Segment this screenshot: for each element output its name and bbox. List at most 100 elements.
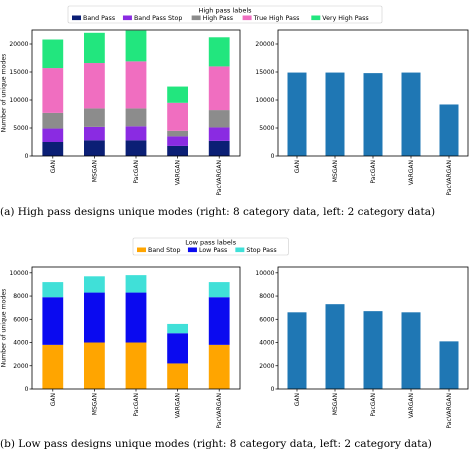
bar-pacgan-low-pass: [125, 292, 147, 343]
y-tick-label: 0: [25, 153, 29, 160]
bar-vargan-band-stop: [167, 363, 188, 389]
y-tick-label: 10000: [255, 97, 274, 104]
bar-gan: [287, 312, 307, 389]
bar-vargan-high-pass: [167, 130, 188, 137]
bar-gan-band-pass-stop: [42, 128, 64, 142]
bar-gan-very-high-pass: [42, 39, 64, 69]
legend-title: Low pass labels: [185, 239, 237, 247]
bar-msgan-band-pass: [84, 140, 105, 156]
bar-vargan-very-high-pass: [167, 86, 188, 103]
y-tick-label: 4000: [13, 340, 28, 347]
x-tick-label: MSGAN: [332, 393, 339, 415]
legend-label: True High Pass: [253, 15, 300, 22]
y-tick-label: 10000: [9, 97, 28, 104]
bar-pacvargan-very-high-pass: [208, 37, 230, 67]
bar-gan-high-pass: [42, 112, 64, 129]
bar-msgan-high-pass: [84, 108, 105, 127]
legend-label: Low Pass: [199, 247, 227, 254]
y-tick-label: 10000: [9, 270, 28, 277]
bar-pacvargan: [439, 104, 459, 156]
legend: High pass labels Band Pass Band Pass Stop H…: [67, 5, 383, 24]
bar-gan-stop-pass: [42, 282, 64, 298]
bar-pacgan-band-pass-stop: [125, 126, 147, 141]
x-tick-label: GAN: [294, 160, 301, 173]
bar-pacvargan-band-pass-stop: [208, 127, 230, 141]
bar-pacgan-band-pass: [125, 140, 147, 156]
bar-pacvargan-stop-pass: [208, 282, 230, 298]
legend-label: Band Pass Stop: [134, 15, 182, 22]
plot-frame: [277, 29, 469, 157]
legend-swatch: [122, 15, 132, 21]
y-tick-label: 8000: [259, 293, 274, 300]
bar-msgan-stop-pass: [84, 276, 105, 293]
y-tick-label: 0: [271, 386, 275, 393]
caption-b: (b) Low pass designs unique modes (right…: [0, 438, 432, 450]
bar-msgan: [325, 72, 345, 156]
y-tick-label: 2000: [13, 363, 28, 370]
x-tick-label: PacVARGAN: [446, 160, 453, 196]
x-tick-label: PacVARGAN: [216, 393, 223, 429]
y-tick-label: 6000: [259, 316, 274, 323]
bar-msgan-true-high-pass: [84, 63, 105, 109]
plot-frame: [277, 266, 469, 390]
bar-pacvargan-true-high-pass: [208, 66, 230, 111]
x-tick-label: MSGAN: [332, 160, 339, 182]
legend-label: Stop Pass: [246, 247, 276, 254]
caption-a: (a) High pass designs unique modes (righ…: [0, 206, 435, 218]
x-tick-label: MSGAN: [91, 393, 98, 415]
bar-pacvargan-high-pass: [208, 110, 230, 128]
y-tick-label: 8000: [13, 293, 28, 300]
chart-b-right: GAN MSGAN PacGAN VARGAN PacVARGAN 0 2000 4000 60…: [255, 266, 469, 429]
bar-vargan: [401, 312, 421, 389]
x-tick-label: PacGAN: [133, 160, 140, 184]
x-tick-label: VARGAN: [175, 393, 182, 418]
y-tick-label: 20000: [9, 41, 28, 48]
legend-swatch: [72, 15, 81, 21]
chart-b-left: GAN MSGAN PacGAN VARGAN PacVARGAN 0 2000 4000 60…: [1, 237, 289, 429]
bar-msgan-band-pass-stop: [84, 126, 105, 141]
y-tick-label: 0: [25, 386, 29, 393]
x-tick-label: GAN: [50, 393, 57, 406]
y-tick-label: 15000: [9, 69, 28, 76]
x-tick-label: MSGAN: [91, 160, 98, 182]
bar-pacgan-band-stop: [125, 342, 147, 389]
legend-label: Very High Pass: [322, 15, 368, 22]
bar-gan: [287, 72, 307, 156]
bar-pacgan-stop-pass: [125, 275, 147, 293]
bar-pacvargan-band-stop: [208, 344, 230, 389]
legend-swatch: [235, 247, 245, 253]
bar-pacgan-high-pass: [125, 108, 147, 127]
legend-swatch: [242, 15, 252, 21]
x-tick-label: PacVARGAN: [446, 393, 453, 429]
bar-gan-band-pass: [42, 142, 64, 156]
bar-vargan-band-pass: [167, 145, 188, 156]
x-tick-label: VARGAN: [408, 160, 415, 185]
y-axis-label: Number of unique modes: [1, 289, 8, 368]
bar-vargan-true-high-pass: [167, 102, 188, 131]
y-axis-label: Number of unique modes: [1, 54, 8, 133]
bar-pacvargan: [439, 341, 459, 389]
legend-swatch: [311, 15, 321, 21]
bar-msgan-band-stop: [84, 342, 105, 389]
legend: Low pass labels Band Stop Low Pass Stop Pas…: [132, 237, 289, 256]
legend-swatch: [191, 15, 201, 21]
bar-pacgan: [363, 311, 383, 389]
x-tick-label: VARGAN: [175, 160, 182, 185]
legend-swatch: [137, 247, 146, 253]
bar-vargan-low-pass: [167, 333, 188, 364]
bar-gan-true-high-pass: [42, 68, 64, 113]
y-tick-label: 6000: [13, 316, 28, 323]
plot-frame: [31, 266, 241, 390]
bar-vargan-band-pass-stop: [167, 136, 188, 146]
legend-box: [132, 237, 289, 256]
y-tick-label: 5000: [259, 125, 274, 132]
chart-a-right: GAN MSGAN PacGAN VARGAN PacVARGAN 0 5000 10000 1…: [255, 29, 469, 196]
bar-msgan: [325, 304, 345, 389]
legend-label: Band Stop: [148, 247, 180, 254]
y-tick-label: 20000: [255, 41, 274, 48]
legend-title: High pass labels: [198, 7, 252, 15]
bar-pacgan-true-high-pass: [125, 61, 147, 109]
bar-vargan: [401, 72, 421, 156]
x-tick-label: PacVARGAN: [216, 160, 223, 196]
